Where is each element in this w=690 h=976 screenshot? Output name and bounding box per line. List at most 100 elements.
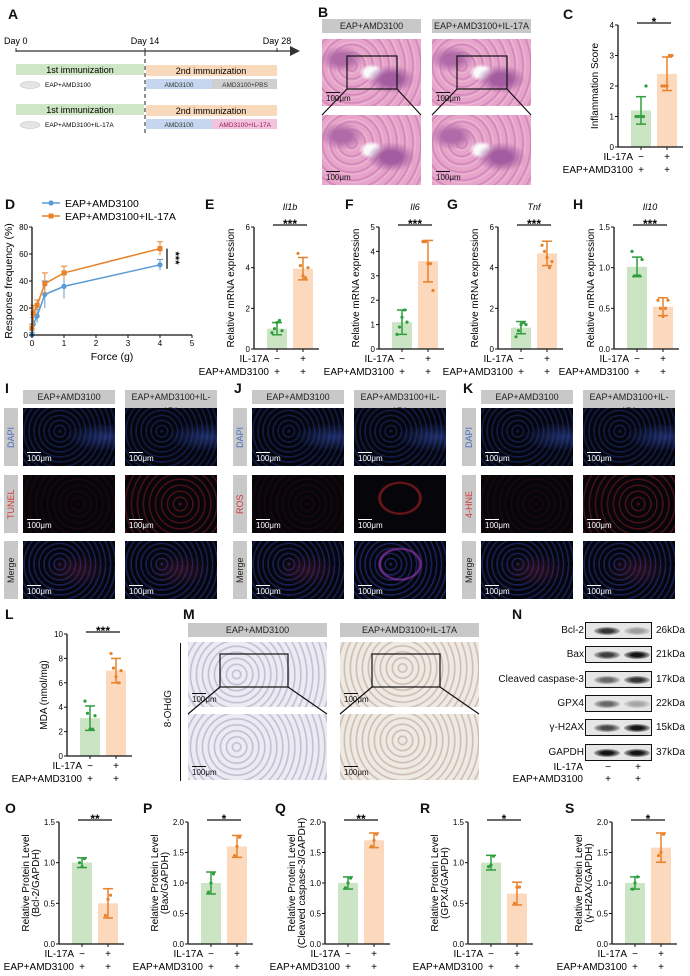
significance-stars: * bbox=[652, 15, 657, 29]
bar bbox=[631, 110, 651, 147]
eap-label: EAP+AMD3100 bbox=[4, 962, 75, 973]
data-point bbox=[306, 266, 310, 270]
fluorescence-image: 100μm bbox=[481, 408, 573, 466]
data-point bbox=[114, 675, 118, 679]
data-point bbox=[637, 274, 642, 278]
group-name: EAP+AMD3100 bbox=[45, 82, 91, 89]
y-tick-label: 6 bbox=[59, 679, 64, 688]
il17a-sign: − bbox=[518, 354, 524, 365]
eap-label: EAP+AMD3100 bbox=[557, 962, 628, 973]
il17a-sign: + bbox=[113, 761, 119, 772]
il17a-sign: − bbox=[638, 152, 644, 163]
kda-label: 26kDa bbox=[656, 625, 685, 636]
eap-sign: + bbox=[660, 367, 666, 378]
data-point bbox=[61, 270, 67, 276]
scale-bar: 100μm bbox=[129, 452, 154, 463]
il17a-label: IL-17A bbox=[598, 949, 628, 960]
data-point bbox=[516, 329, 521, 333]
data-point bbox=[547, 266, 552, 270]
bar bbox=[106, 670, 126, 756]
y-tick-label: 2.0 bbox=[310, 818, 322, 827]
data-point bbox=[666, 298, 670, 302]
fluorescence-image: 100μm bbox=[583, 408, 675, 466]
western-row: Bcl-2 26kDa bbox=[512, 622, 690, 640]
protein-band bbox=[594, 748, 620, 757]
eap-sign: + bbox=[635, 774, 641, 785]
significance-stars: *** bbox=[283, 217, 297, 231]
data-point bbox=[660, 84, 664, 88]
data-point bbox=[90, 727, 95, 731]
scale-bar: 100μm bbox=[192, 766, 217, 777]
eap-sign: + bbox=[664, 165, 670, 176]
y-axis-label: (γ-H2AX/GAPDH) bbox=[584, 843, 595, 922]
data-point bbox=[232, 853, 237, 858]
data-point bbox=[397, 325, 402, 329]
bar bbox=[227, 846, 247, 944]
eap-sign: + bbox=[79, 962, 85, 973]
arrow-head-icon bbox=[290, 46, 300, 56]
il17a-label: IL-17A bbox=[600, 354, 630, 365]
data-point bbox=[34, 313, 40, 319]
chart-title: Il10 bbox=[643, 202, 658, 212]
data-point bbox=[275, 320, 279, 325]
x-axis-label: Force (g) bbox=[91, 351, 134, 363]
data-point bbox=[661, 314, 665, 319]
group-name: EAP+AMD3100+IL-17A bbox=[45, 122, 114, 129]
protein-label: GAPDH bbox=[548, 746, 584, 758]
eap-sign: + bbox=[488, 962, 494, 973]
bar bbox=[657, 73, 677, 147]
y-tick-label: 0.5 bbox=[597, 910, 609, 919]
ihc-image-overview: 100μm bbox=[340, 642, 479, 707]
eap-sign: + bbox=[425, 367, 431, 378]
y-tick-label: 4 bbox=[246, 264, 251, 273]
chart-title: Il1b bbox=[283, 202, 298, 212]
he-image-overview: 100μm bbox=[432, 39, 531, 106]
legend-marker bbox=[48, 213, 54, 219]
y-axis-label: Inflammation Score bbox=[590, 42, 601, 129]
scale-bar: 100μm bbox=[256, 452, 281, 463]
fluorescence-image: 100μm bbox=[354, 408, 446, 466]
panel-letter: E bbox=[205, 196, 215, 212]
data-point bbox=[515, 885, 519, 889]
bar bbox=[507, 893, 527, 944]
data-point bbox=[106, 897, 110, 901]
panel-letter: P bbox=[143, 800, 153, 816]
il17a-sign: + bbox=[544, 354, 550, 365]
y-tick-label: 1.0 bbox=[599, 264, 611, 273]
data-point bbox=[665, 84, 669, 88]
panel-letter: A bbox=[8, 6, 19, 22]
significance-stars: *** bbox=[643, 217, 657, 231]
il17a-sign: + bbox=[514, 949, 520, 960]
x-tick-label: 2 bbox=[94, 339, 99, 348]
data-point bbox=[517, 885, 522, 889]
y-tick-label: 1.0 bbox=[453, 859, 465, 868]
eap-sign: + bbox=[371, 962, 377, 973]
y-tick-label: 1.5 bbox=[597, 849, 609, 858]
data-point bbox=[542, 249, 547, 253]
protein-label: GPX4 bbox=[557, 697, 584, 709]
stain-label: Merge bbox=[4, 541, 18, 599]
data-point bbox=[61, 283, 67, 289]
bar bbox=[627, 266, 647, 349]
y-tick-label: 6 bbox=[246, 223, 251, 232]
second-immunization-bar bbox=[146, 105, 277, 116]
phase1-bar bbox=[146, 79, 212, 89]
y-axis-label: (Bcl-2/GAPDH) bbox=[31, 849, 42, 917]
he-image-zoom: 100μm bbox=[432, 115, 531, 185]
data-point bbox=[632, 274, 637, 278]
bar-chart-Q: 0.0 0.5 1.0 1.5 2.0 Relative Protein Level (Cl… bbox=[270, 812, 390, 973]
il17a-sign: − bbox=[634, 354, 640, 365]
y-tick-label: 0 bbox=[371, 345, 376, 354]
eap-sign: + bbox=[514, 962, 520, 973]
protein-band bbox=[624, 651, 650, 660]
eap-label: EAP+AMD3100 bbox=[559, 367, 630, 378]
fluorescence-image: 100μm bbox=[583, 475, 675, 533]
kda-label: 17kDa bbox=[656, 673, 685, 685]
data-point bbox=[83, 699, 87, 703]
first-immunization-label: 1st immunization bbox=[46, 65, 114, 75]
stain-label: DAPI bbox=[233, 408, 247, 466]
y-axis-label: Relative Protein Level bbox=[150, 834, 161, 931]
data-point bbox=[369, 844, 374, 848]
